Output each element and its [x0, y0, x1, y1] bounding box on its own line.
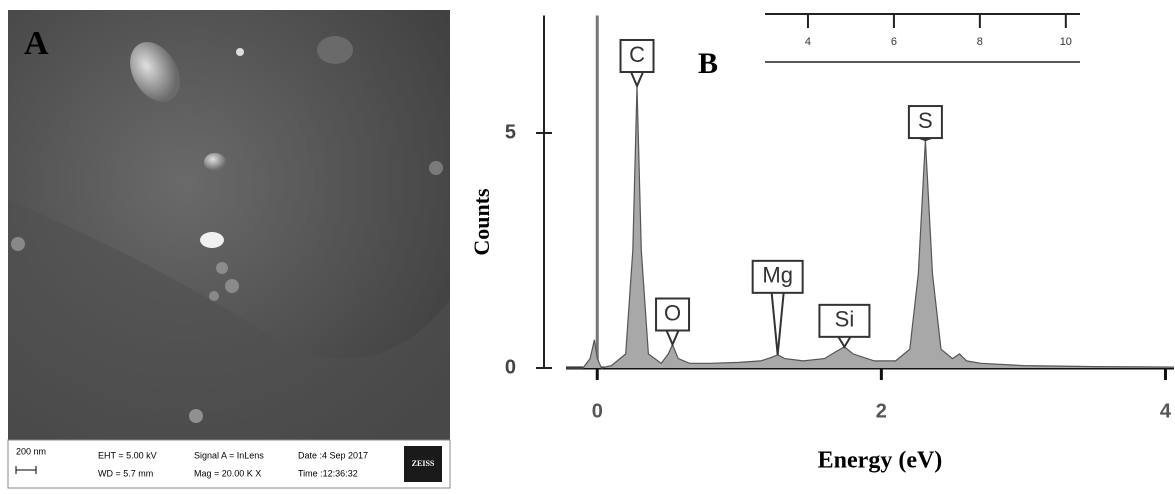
logo: ZEISS — [412, 459, 435, 468]
ruler-tick-label: 8 — [977, 36, 983, 48]
x-axis-title: Energy (eV) — [818, 448, 943, 474]
y-axis-title: Counts — [469, 188, 494, 256]
panel-label: A — [24, 25, 49, 62]
annotation-pointer — [667, 331, 679, 345]
scale-label: 200 nm — [16, 446, 46, 456]
info-text: Date :4 Sep 2017 — [298, 450, 368, 460]
sem-particle — [225, 279, 239, 293]
annotation-label: S — [918, 108, 933, 133]
info-bar — [8, 440, 450, 488]
sem-particle — [200, 232, 224, 248]
annotation-label: O — [664, 300, 681, 325]
annotation-label: Mg — [762, 263, 793, 288]
sem-particle — [317, 36, 353, 64]
sem-particle — [236, 48, 244, 56]
annotation-label: C — [629, 42, 645, 67]
figure: A 200 nm EHT = 5.00 kV WD = 5.7 mm Signa… — [0, 0, 1175, 494]
sem-particle — [204, 153, 226, 171]
info-text: Time :12:36:32 — [298, 468, 358, 478]
sem-particle — [11, 237, 25, 251]
ruler-tick-label: 10 — [1060, 36, 1072, 48]
x-tick-label: 0 — [592, 400, 603, 422]
sem-particle — [189, 409, 203, 423]
y-tick-label: 5 — [505, 121, 516, 143]
annotation-label: Si — [835, 307, 855, 332]
y-tick-label: 0 — [505, 356, 516, 378]
annotation-pointer — [631, 72, 643, 86]
sem-particle — [429, 161, 443, 175]
info-text: WD = 5.7 mm — [98, 468, 153, 478]
x-tick-label: 2 — [876, 400, 887, 422]
ruler-tick-label: 6 — [891, 36, 897, 48]
info-text: Mag = 20.00 K X — [194, 468, 261, 478]
eds-chart: B Energy (eV) Counts 0 5 0 2 4 C O Mg Si S 4 6 8 10 — [469, 14, 1174, 474]
annotation-pointer — [772, 293, 784, 355]
sem-panel: A 200 nm EHT = 5.00 kV WD = 5.7 mm Signa… — [8, 10, 450, 488]
info-text: EHT = 5.00 kV — [98, 450, 157, 460]
ruler-tick-label: 4 — [805, 36, 811, 48]
sem-particle — [209, 291, 219, 301]
info-text: Signal A = InLens — [194, 450, 264, 460]
panel-label: B — [698, 47, 718, 80]
annotation-pointer — [838, 337, 850, 347]
x-tick-label: 4 — [1160, 400, 1172, 422]
sem-particle — [216, 262, 228, 274]
